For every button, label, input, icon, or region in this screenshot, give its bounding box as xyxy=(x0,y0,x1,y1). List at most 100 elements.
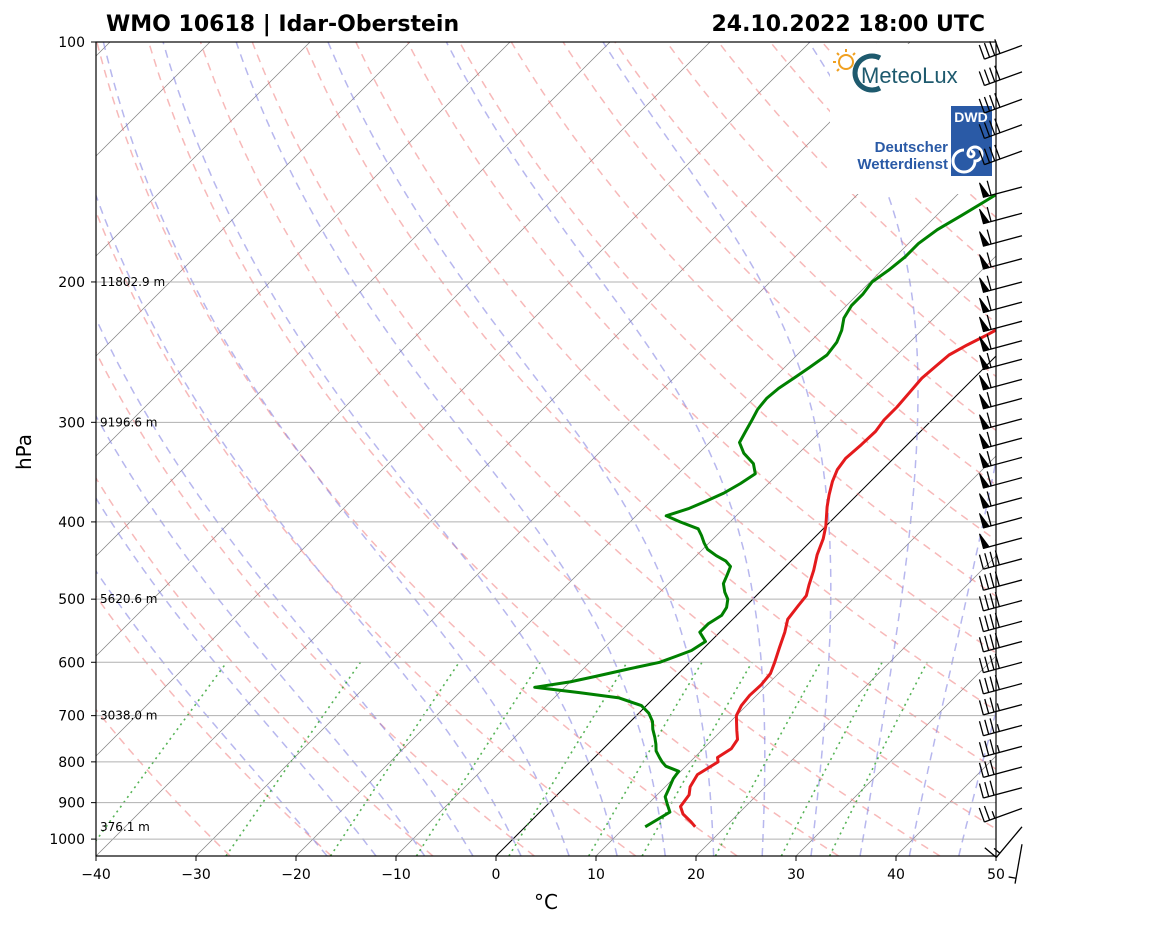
y-tick-label: 900 xyxy=(58,796,85,812)
mixing-ratio-line xyxy=(641,661,753,856)
x-tick-label: −30 xyxy=(181,867,211,883)
wind-barb xyxy=(978,511,1023,529)
y-axis-label: hPa xyxy=(12,434,36,470)
wind-barb xyxy=(978,372,1023,391)
wind-barb xyxy=(978,612,1023,633)
height-labels: 11802.9 m 9196.6 m 5620.6 m 3038.0 m 376.1 m xyxy=(100,275,165,834)
isotherm-line xyxy=(96,42,811,757)
wind-barb xyxy=(978,780,1023,799)
mixing-ratio-line xyxy=(780,661,883,856)
wind-barb xyxy=(978,295,1023,314)
wind-barb xyxy=(978,632,1023,653)
wind-barb xyxy=(978,180,1023,198)
mixing-ratio-line xyxy=(714,661,822,856)
mixing-ratio-line xyxy=(329,661,460,856)
isotherm-line xyxy=(995,855,996,856)
moist-adiabat-line xyxy=(162,42,618,856)
wind-barbs xyxy=(978,39,1023,884)
wind-barb xyxy=(978,471,1023,489)
dry-adiabat-line xyxy=(303,42,996,771)
zero-isotherm xyxy=(495,355,996,856)
moist-adiabat-line xyxy=(96,414,426,856)
x-tick-label: 20 xyxy=(687,867,705,883)
dry-adiabat-line xyxy=(96,350,535,856)
isotherm-line xyxy=(96,42,311,257)
height-label: 9196.6 m xyxy=(100,415,158,429)
isotherm-line xyxy=(395,255,996,856)
dry-adiabat-line xyxy=(96,209,637,856)
wind-barb xyxy=(978,39,1023,60)
isotherm-line xyxy=(795,655,996,856)
moist-adiabat-line xyxy=(327,42,715,856)
meteolux-swirl-icon xyxy=(852,53,882,93)
dry-adiabat-line xyxy=(199,42,941,856)
wind-barb xyxy=(978,206,1023,225)
dry-adiabat-line xyxy=(96,476,434,856)
meteolux-wordmark: MeteoLux xyxy=(861,63,958,88)
chart-title-station: WMO 10618 | Idar-Oberstein xyxy=(106,12,459,37)
dwd-line2: Wetterdienst xyxy=(857,156,948,173)
logo-area: MeteoLux DWD Deutscher Wetterdienst xyxy=(830,44,996,194)
x-tick-label: −40 xyxy=(81,867,111,883)
wind-barb xyxy=(978,451,1023,469)
wind-barb xyxy=(978,739,1023,758)
isotherm-line xyxy=(96,42,411,357)
y-tick-label: 500 xyxy=(58,592,85,608)
mixing-ratio-line xyxy=(225,661,362,856)
y-tick-label: 600 xyxy=(58,655,85,671)
x-tick-label: −10 xyxy=(381,867,411,883)
moist-adiabat-line xyxy=(235,42,667,856)
wind-barb xyxy=(978,571,1023,591)
moist-adiabat-line xyxy=(602,42,832,856)
moist-adiabat-line xyxy=(1008,42,1160,856)
profiles xyxy=(533,192,996,829)
wind-barb xyxy=(978,229,1023,247)
wind-barb xyxy=(978,533,1023,549)
moist-adiabat-line xyxy=(808,42,919,856)
moist-adiabat-line xyxy=(958,708,996,856)
x-tick-label: 0 xyxy=(492,867,501,883)
height-label: 5620.6 m xyxy=(100,592,158,606)
wind-barb xyxy=(978,65,1023,87)
dry-adiabat-line xyxy=(458,42,996,598)
y-tick-label: 700 xyxy=(58,709,85,725)
moist-adiabat-line xyxy=(96,317,474,856)
chart-title-datetime: 24.10.2022 18:00 UTC xyxy=(711,12,985,37)
dry-adiabat-line xyxy=(355,42,996,712)
y-tick-label: 400 xyxy=(58,515,85,531)
dwd-spiral-icon xyxy=(951,145,984,174)
y-tick-label: 1000 xyxy=(49,832,85,848)
wind-barb xyxy=(978,805,1023,823)
x-tick-label: −20 xyxy=(281,867,311,883)
moist-adiabat-line xyxy=(96,569,328,856)
isotherm-line xyxy=(96,42,511,457)
y-tick-label: 100 xyxy=(58,35,85,51)
y-tick-label: 300 xyxy=(58,415,85,431)
wind-barb xyxy=(978,334,1023,352)
dry-adiabat-line xyxy=(976,42,996,62)
x-tick-label: 50 xyxy=(987,867,1005,883)
chart-background-lines xyxy=(96,42,1160,856)
wind-barb xyxy=(978,144,1023,166)
wind-barb xyxy=(978,352,1023,371)
dry-adiabat-line xyxy=(510,42,996,542)
isotherm-line xyxy=(695,555,996,856)
dewpoint-profile-line xyxy=(533,192,996,829)
moist-adiabat-line xyxy=(445,42,766,856)
isotherm-line xyxy=(96,42,611,557)
dry-adiabat-line xyxy=(96,708,231,856)
moist-adiabat-line xyxy=(96,193,522,856)
dwd-logo: DWD Deutscher Wetterdienst xyxy=(857,106,992,176)
wind-barb xyxy=(978,314,1023,333)
x-tick-label: 40 xyxy=(887,867,905,883)
dry-adiabat-line xyxy=(666,42,996,378)
height-label: 376.1 m xyxy=(100,820,150,834)
isotherm-line xyxy=(96,42,711,657)
moist-adiabat-line xyxy=(908,457,996,856)
wind-barb xyxy=(978,653,1023,674)
dry-adiabat-line xyxy=(96,594,333,856)
wind-barb xyxy=(978,697,1023,716)
wind-barb xyxy=(978,491,1023,509)
mixing-ratio-line xyxy=(96,661,228,843)
